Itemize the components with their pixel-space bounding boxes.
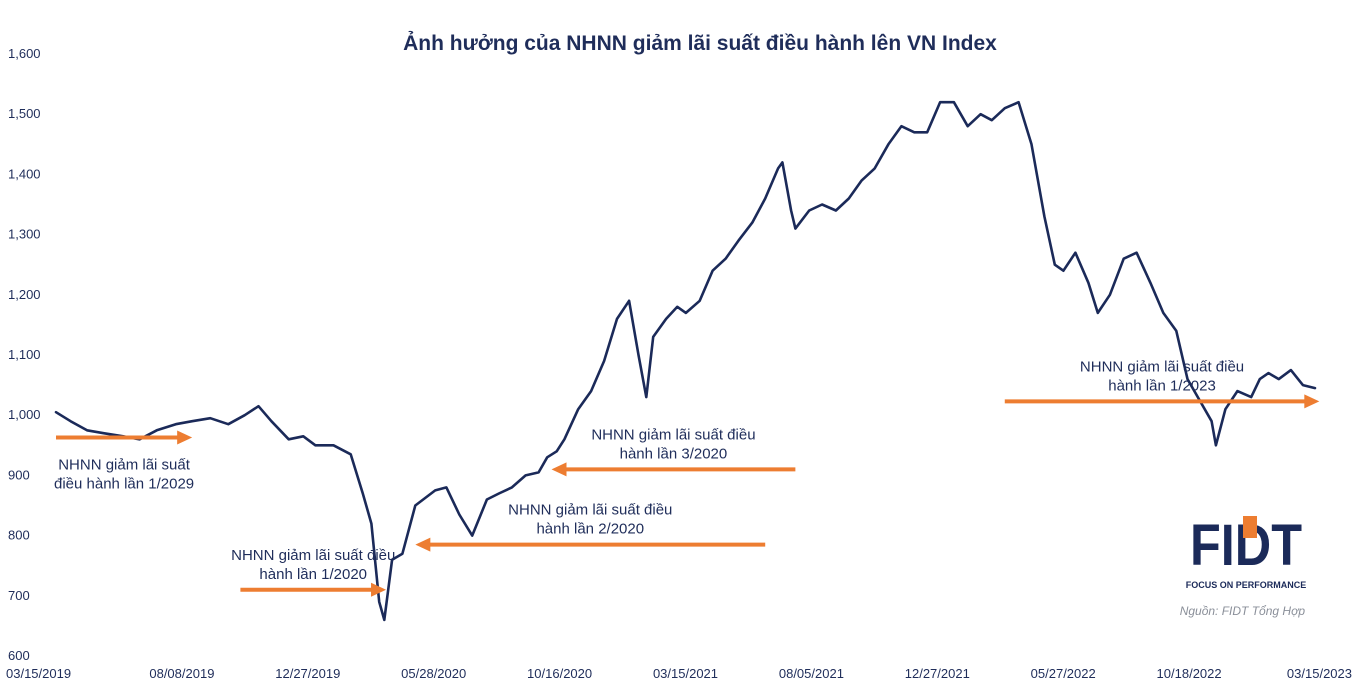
x-tick-label: 05/28/2020 [401,666,466,681]
y-tick-label: 1,300 [8,227,41,242]
x-tick-label: 08/08/2019 [149,666,214,681]
annotation-arrow-head [551,462,567,477]
x-tick-label: 10/16/2020 [527,666,592,681]
rate-cut-annotation: NHNN giảm lãi suất điều hành lần 3/2020 [551,426,796,477]
x-tick-label: 03/15/2021 [653,666,718,681]
y-tick-label: 1,000 [8,407,41,422]
annotation-label-line2: điều hành lần 1/2029 [54,475,194,492]
y-tick-label: 1,100 [8,347,41,362]
annotation-label-line1: NHNN giảm lãi suất điều [508,502,672,519]
annotation-label-line2: hành lần 2/2020 [536,521,644,538]
annotation-label-line1: NHNN giảm lãi suất điều [1080,358,1244,375]
annotation-label-line1: NHNN giảm lãi suất điều [231,547,395,564]
rate-cut-annotation: NHNN giảm lãi suất điều hành lần 1/2023 [1004,358,1320,409]
annotation-label-line2: hành lần 3/2020 [620,445,728,462]
annotation-arrow-head [1304,394,1320,409]
y-axis: 1,600 1,500 1,400 1,300 1,200 1,100 1,000 900 80… [8,46,41,663]
y-tick-label: 900 [8,467,30,482]
series-layer [54,100,1317,622]
logo-tagline: FOCUS ON PERFORMANCE [1186,580,1307,590]
y-tick-label: 800 [8,528,30,543]
y-tick-label: 1,400 [8,166,41,181]
chart-title: Ảnh hưởng của NHNN giảm lãi suất điều hà… [403,32,997,55]
y-tick-label: 1,600 [8,46,41,61]
annotation-arrow-head [177,430,193,445]
x-tick-label: 05/27/2022 [1031,666,1096,681]
x-tick-label: 03/15/2023 [1287,666,1352,681]
annotation-arrow-head [371,582,387,597]
x-tick-label: 12/27/2019 [275,666,340,681]
annotation-arrow-head [415,537,431,552]
annotation-label-line1: NHNN giảm lãi suất điều [591,426,755,443]
y-tick-label: 700 [8,588,30,603]
fidt-logo: FIDT FOCUS ON PERFORMANCE [1186,513,1307,590]
rate-cut-annotation: NHNN giảm lãi suất điều hành lần 1/2029 [54,430,194,492]
y-tick-label: 600 [8,648,30,663]
x-tick-label: 03/15/2019 [6,666,71,681]
x-tick-label: 10/18/2022 [1157,666,1222,681]
x-axis: 03/15/2019 08/08/2019 12/27/2019 05/28/2020… [6,666,1352,681]
annotation-label-line1: NHNN giảm lãi suất [58,456,191,473]
rate-cut-annotation: NHNN giảm lãi suất điều hành lần 1/2020 [231,547,395,597]
y-tick-label: 1,500 [8,106,41,121]
vn-index-line [54,100,1317,622]
x-tick-label: 08/05/2021 [779,666,844,681]
rate-cut-annotation: NHNN giảm lãi suất điều hành lần 2/2020 [415,502,766,552]
annotation-label-line2: hành lần 1/2020 [259,566,367,583]
y-tick-label: 1,200 [8,287,41,302]
logo-accent-mark [1243,516,1257,538]
x-tick-label: 12/27/2021 [905,666,970,681]
annotation-label-line2: hành lần 1/2023 [1108,377,1216,394]
source-note: Nguồn: FIDT Tổng Hợp [1180,604,1306,618]
